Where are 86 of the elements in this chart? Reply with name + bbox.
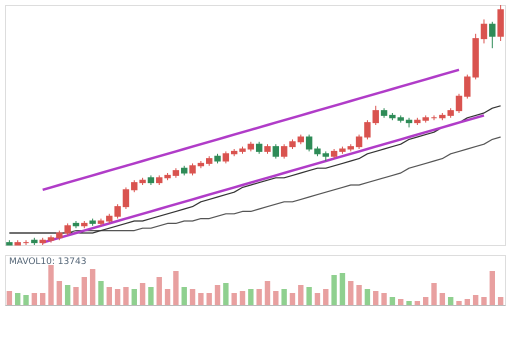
bar (498, 297, 504, 305)
bar (431, 283, 437, 305)
candlestick (272, 144, 280, 160)
bar (323, 289, 328, 305)
bar (314, 293, 320, 305)
bar (406, 301, 412, 305)
bar (132, 289, 137, 305)
bar (73, 287, 79, 305)
bar (23, 295, 29, 305)
bar (231, 293, 237, 305)
bar (106, 287, 112, 305)
bar (148, 287, 154, 305)
candlestick (289, 138, 296, 150)
candlestick (131, 180, 138, 193)
candlestick (447, 108, 454, 118)
bar (90, 269, 96, 305)
bar (373, 291, 378, 305)
bar (140, 283, 146, 305)
bar (306, 287, 312, 305)
candlestick (372, 105, 379, 126)
bar (14, 293, 20, 305)
bar (114, 289, 120, 305)
bar (273, 291, 279, 305)
candlestick (64, 222, 71, 236)
bar (390, 297, 396, 305)
bar (298, 285, 304, 305)
bar (64, 285, 70, 305)
bar (164, 289, 170, 305)
bar (123, 287, 129, 305)
bar (206, 293, 212, 305)
candlestick (456, 93, 462, 114)
candlestick (280, 144, 288, 160)
candlestick (106, 213, 112, 224)
bar (464, 299, 470, 305)
bar (414, 301, 420, 305)
candlestick (56, 230, 63, 241)
bar (173, 271, 179, 305)
bar (356, 285, 362, 305)
candlestick (322, 150, 329, 162)
candlestick (406, 117, 412, 128)
bar (40, 293, 46, 305)
candlestick (156, 174, 162, 186)
bar (364, 289, 370, 305)
candlestick (206, 156, 212, 166)
bar (190, 289, 196, 305)
bar (340, 273, 346, 305)
bar (440, 293, 446, 305)
bar (240, 291, 246, 305)
bar (290, 293, 296, 305)
bar (32, 293, 38, 305)
bar (456, 301, 462, 305)
bar (82, 277, 88, 305)
bar (422, 297, 428, 305)
bar (264, 281, 270, 305)
bar (472, 295, 478, 305)
bar (6, 291, 12, 305)
bar (56, 281, 62, 305)
candlestick (489, 21, 496, 49)
bar (381, 293, 387, 305)
annotation: MAVOL10: 13743 (9, 257, 86, 267)
bar (281, 289, 287, 305)
bar (448, 297, 454, 305)
bar (156, 277, 162, 305)
candlestick (248, 141, 254, 152)
candlestick (148, 174, 154, 186)
bar (214, 285, 220, 305)
bar (256, 289, 262, 305)
candlestick (214, 153, 221, 164)
bar (223, 283, 229, 305)
bar (490, 271, 496, 305)
bar (48, 265, 54, 305)
bar (398, 299, 404, 305)
bar (98, 281, 104, 305)
bar (348, 281, 354, 305)
bar (481, 297, 487, 305)
candlestick (298, 134, 304, 145)
candlestick (264, 144, 271, 154)
candlestick (222, 150, 230, 164)
bar (248, 289, 254, 305)
candlestick (464, 74, 471, 100)
bar (331, 275, 337, 305)
candlestick (480, 18, 488, 44)
candlestick (256, 141, 262, 154)
candlestick (181, 165, 188, 176)
bar (198, 293, 204, 305)
bar (182, 287, 187, 305)
